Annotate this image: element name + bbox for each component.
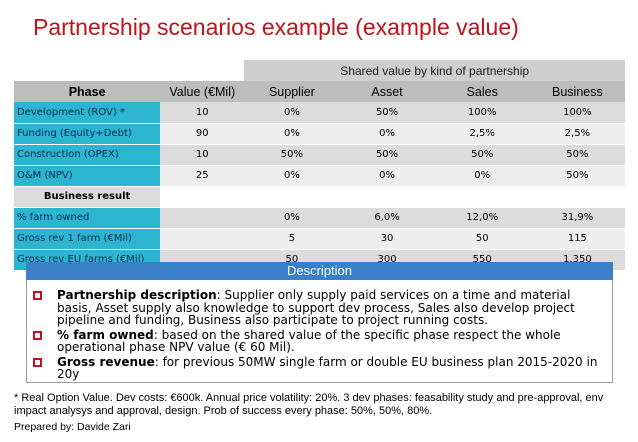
phase-label: O&M (NPV) <box>14 165 161 187</box>
table-row: O&M (NPV) 25 0% 0% 0% 50% <box>14 165 625 187</box>
supplier-cell: 0% <box>244 207 340 229</box>
list-item: % farm owned: based on the shared value … <box>33 327 605 354</box>
value-cell: 25 <box>160 165 245 187</box>
supplier-cell: 0% <box>244 102 340 124</box>
column-header-value: Value (€Mil) <box>160 81 245 102</box>
sales-cell: 50% <box>434 144 530 166</box>
list-item: Partnership description: Supplier only s… <box>33 289 605 327</box>
phase-label: Funding (Equity+Debt) <box>14 123 161 145</box>
value-cell: 90 <box>160 123 245 145</box>
column-header-phase: Phase <box>14 81 161 102</box>
group-header-row: Shared value by kind of partnership <box>14 60 625 81</box>
sales-cell: 12,0% <box>434 207 530 229</box>
description-list: Partnership description: Supplier only s… <box>33 289 605 383</box>
asset-cell: 50% <box>339 144 435 166</box>
table-row: Funding (Equity+Debt) 90 0% 0% 2,5% 2,5% <box>14 123 625 145</box>
business-cell: 2,5% <box>529 123 625 145</box>
business-result-row: Business result <box>14 186 625 208</box>
footnote: * Real Option Value. Dev costs: €600k. A… <box>14 392 604 417</box>
table-row: % farm owned 0% 6,0% 12,0% 31,9% <box>14 207 625 229</box>
value-cell: 10 <box>160 102 245 124</box>
business-cell: 31,9% <box>529 207 625 229</box>
bullet-text: : Supplier only supply paid services on … <box>57 288 575 327</box>
square-bullet-icon <box>33 330 42 340</box>
business-cell: 100% <box>529 102 625 124</box>
asset-cell: 6,0% <box>339 207 435 229</box>
value-cell <box>160 228 245 250</box>
square-bullet-icon <box>33 291 42 300</box>
supplier-cell: 0% <box>244 123 340 145</box>
supplier-cell: 50% <box>244 144 340 166</box>
business-cell: 115 <box>529 228 625 250</box>
sales-cell: 2,5% <box>434 123 530 145</box>
bullet-text: : for previous 50MW single farm or doubl… <box>57 354 598 381</box>
column-header-sales: Sales <box>434 81 530 102</box>
prepared-by: Prepared by: Davide Zari <box>14 421 131 433</box>
result-label: Gross rev 1 farm (€Mil) <box>14 228 161 250</box>
description-box: Partnership description: Supplier only s… <box>26 280 613 383</box>
list-item: Gross revenue: for previous 50MW single … <box>33 354 605 381</box>
supplier-cell: 0% <box>244 165 340 187</box>
column-header-row: Phase Value (€Mil) Supplier Asset Sales … <box>14 81 625 102</box>
sales-cell: 100% <box>434 102 530 124</box>
value-cell: 10 <box>160 144 245 166</box>
bullet-term: % farm owned <box>57 327 154 342</box>
bullet-term: Gross revenue <box>57 354 155 369</box>
bullet-term: Partnership description <box>57 288 217 302</box>
sales-cell: 50 <box>434 228 530 250</box>
description-header: Description <box>26 262 613 280</box>
column-header-business: Business <box>529 81 625 102</box>
column-header-asset: Asset <box>339 81 435 102</box>
slide-title: Partnership scenarios example (example v… <box>33 14 519 40</box>
result-label: % farm owned <box>14 207 161 229</box>
asset-cell: 50% <box>339 102 435 124</box>
square-bullet-icon <box>33 357 42 367</box>
shared-value-header: Shared value by kind of partnership <box>244 60 625 81</box>
value-cell <box>160 207 245 229</box>
asset-cell: 30 <box>339 228 435 250</box>
phase-label: Construction (OPEX) <box>14 144 161 166</box>
business-cell: 50% <box>529 144 625 166</box>
business-result-header: Business result <box>14 186 161 208</box>
table-row: Construction (OPEX) 10 50% 50% 50% 50% <box>14 144 625 166</box>
phase-label: Development (ROV) * <box>14 102 161 124</box>
table-row: Development (ROV) * 10 0% 50% 100% 100% <box>14 102 625 124</box>
bullet-text: : based on the shared value of the speci… <box>57 327 561 354</box>
sales-cell: 0% <box>434 165 530 187</box>
partnership-scenarios-table: Shared value by kind of partnership Phas… <box>14 60 625 271</box>
table-row: Gross rev 1 farm (€Mil) 5 30 50 115 <box>14 228 625 250</box>
business-cell: 50% <box>529 165 625 187</box>
supplier-cell: 5 <box>244 228 340 250</box>
asset-cell: 0% <box>339 165 435 187</box>
column-header-supplier: Supplier <box>244 81 340 102</box>
asset-cell: 0% <box>339 123 435 145</box>
